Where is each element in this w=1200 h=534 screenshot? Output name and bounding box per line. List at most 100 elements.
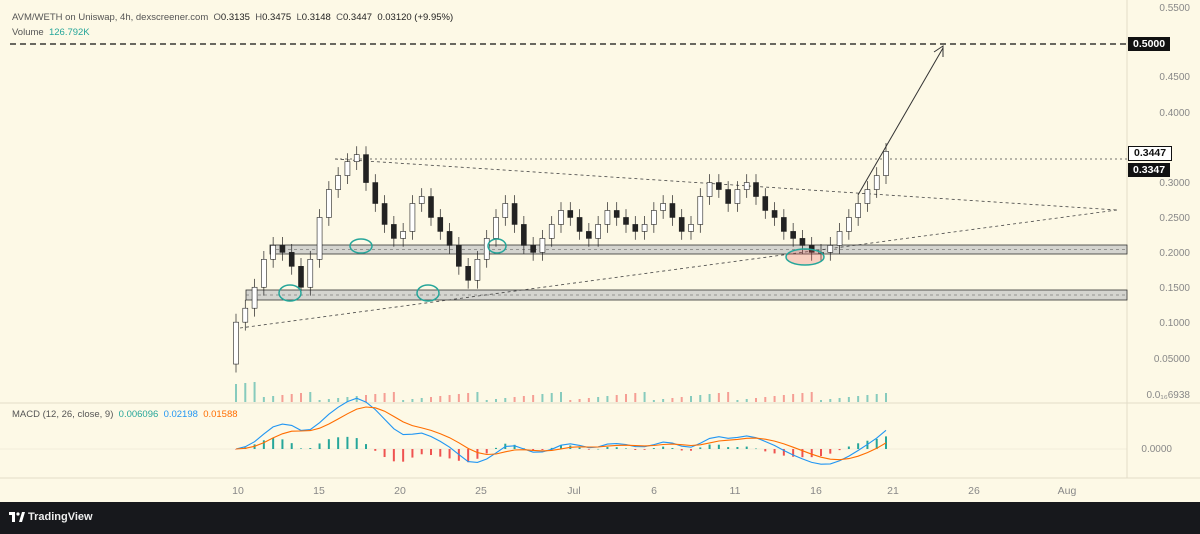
macd-hist-bar	[476, 449, 479, 459]
macd-line	[235, 397, 887, 465]
open-value: 0.3135	[220, 12, 250, 23]
candle	[836, 231, 843, 246]
candle	[428, 196, 434, 218]
candle	[316, 217, 323, 260]
volume-bar	[365, 395, 367, 402]
macd-hist-bar	[829, 449, 832, 454]
price-tick: 0.0₁₆6938	[1146, 390, 1190, 401]
volume-bar	[847, 397, 850, 402]
descending-trendline[interactable]	[334, 158, 1118, 211]
candle	[372, 182, 379, 204]
time-tick: 6	[651, 485, 657, 497]
volume-bar	[597, 397, 600, 402]
volume-label: Volume	[12, 27, 44, 38]
candle	[521, 224, 527, 246]
macd-hist-bar	[652, 448, 655, 449]
volume-bar	[792, 394, 795, 402]
candle	[697, 196, 704, 225]
ohlc-legend: AVM/WETH on Uniswap, 4h, dexscreener.com…	[12, 12, 453, 23]
candle	[558, 210, 564, 225]
volume-bar	[383, 393, 386, 402]
macd-line-value: 0.02198	[163, 409, 198, 420]
candle	[734, 189, 741, 204]
volume-bar	[402, 400, 405, 402]
high-label: H	[255, 12, 263, 23]
volume-bar	[560, 392, 562, 402]
macd-hist-bar	[782, 449, 785, 456]
candle	[706, 182, 713, 197]
candle	[298, 266, 304, 288]
candle	[725, 189, 731, 204]
macd-hist-bar	[355, 438, 358, 449]
volume-bar	[392, 392, 395, 402]
macd-hist-bar	[420, 449, 423, 455]
macd-hist-bar	[643, 449, 646, 450]
volume-bar	[690, 396, 692, 402]
macd-hist-value: 0.006096	[118, 409, 159, 420]
macd-hist-bar	[467, 449, 470, 463]
macd-signal-value: 0.01588	[203, 409, 238, 420]
macd-hist-bar	[262, 440, 265, 449]
candle	[641, 224, 648, 232]
volume-value: 126.792K	[48, 27, 90, 38]
macd-hist-bar	[801, 449, 804, 458]
open-label: O	[213, 12, 221, 23]
macd-hist-bar	[606, 446, 609, 449]
projection-arrow[interactable]	[857, 47, 944, 196]
chart-panel[interactable]: AVM/WETH on Uniswap, 4h, dexscreener.com…	[0, 0, 1200, 502]
volume-bar	[457, 394, 460, 402]
price-tick: 0.4500	[1159, 72, 1190, 83]
footer-brand: TradingView	[28, 511, 93, 523]
ascending-trendline[interactable]	[239, 209, 1118, 329]
low-circle	[416, 284, 440, 302]
macd-hist-bar	[337, 437, 340, 449]
candle	[827, 245, 834, 253]
candle	[595, 224, 601, 239]
candle	[716, 182, 722, 190]
low-circle	[278, 284, 302, 302]
macd-hist-bar	[495, 447, 497, 449]
macd-hist-bar	[485, 449, 488, 454]
volume-bar	[504, 398, 507, 402]
candle	[363, 154, 369, 183]
volume-bars	[235, 382, 887, 402]
volume-bar	[467, 393, 470, 402]
candle	[576, 217, 583, 232]
macd-hist-bar	[309, 448, 312, 449]
volume-bar	[485, 400, 488, 402]
price-chart[interactable]	[0, 0, 1200, 502]
last-price-tag: 0.3447	[1128, 146, 1173, 161]
candle	[391, 224, 397, 239]
candle	[567, 210, 574, 218]
macd-hist-bar	[671, 447, 674, 449]
arrow-head	[933, 45, 944, 57]
candle	[743, 182, 750, 190]
target-price-tag: 0.5000	[1128, 37, 1171, 51]
time-tick: 11	[729, 485, 741, 497]
time-tick: 20	[394, 485, 406, 497]
candle	[771, 210, 778, 218]
candle	[688, 224, 694, 232]
volume-legend: Volume 126.792K	[12, 27, 90, 38]
macd-hist-bar	[439, 449, 442, 457]
macd-hist-bar	[745, 446, 748, 449]
macd-hist-bar	[875, 438, 878, 449]
candle	[288, 252, 295, 267]
time-tick: 10	[232, 485, 244, 497]
macd-hist-bar	[764, 449, 767, 452]
volume-bar	[634, 393, 637, 402]
candle	[474, 259, 481, 281]
candle	[846, 217, 852, 232]
volume-bar	[262, 397, 265, 402]
volume-bar	[272, 396, 275, 402]
volume-bar	[782, 395, 785, 402]
price-tick: 0.1000	[1159, 318, 1190, 329]
macd-hist-bar	[392, 449, 395, 462]
low-label: L	[296, 12, 302, 23]
macd-hist-bar	[615, 447, 618, 449]
volume-bar	[244, 383, 247, 402]
tradingview-logo-icon	[9, 511, 25, 525]
macd-hist-bar	[290, 443, 293, 449]
candle	[604, 210, 611, 225]
